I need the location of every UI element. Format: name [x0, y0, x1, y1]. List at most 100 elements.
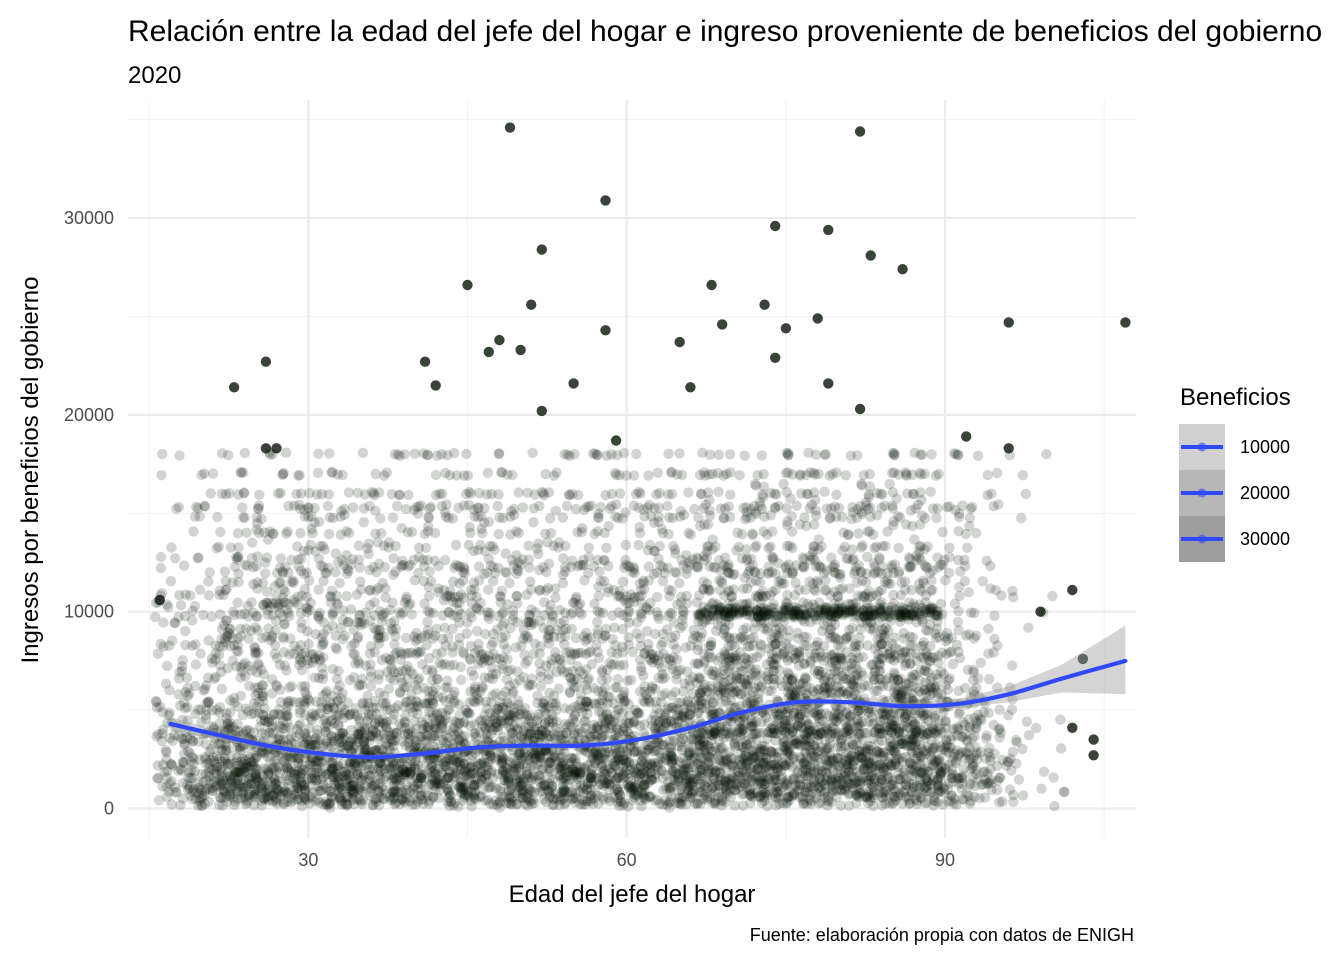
- data-point: [252, 774, 263, 786]
- data-point: [225, 786, 236, 798]
- data-point: [648, 746, 659, 757]
- data-point: [151, 702, 163, 713]
- data-point: [222, 772, 233, 783]
- data-point: [256, 783, 267, 794]
- data-point: [660, 708, 671, 719]
- data-point: [206, 653, 218, 664]
- data-point: [227, 722, 239, 733]
- data-point: [606, 767, 617, 779]
- data-point: [557, 512, 569, 523]
- data-point: [680, 550, 692, 561]
- data-point: [187, 605, 198, 617]
- data-point: [177, 655, 188, 666]
- data-point: [250, 792, 261, 803]
- data-point: [242, 797, 253, 808]
- data-point: [627, 795, 638, 806]
- data-point: [203, 757, 214, 768]
- data-point: [236, 786, 247, 797]
- data-point: [656, 662, 668, 673]
- data-point: [333, 557, 344, 568]
- data-point: [186, 751, 198, 762]
- data-point: [543, 487, 555, 498]
- data-point: [203, 783, 215, 794]
- data-point: [313, 611, 324, 622]
- data-point: [222, 663, 233, 674]
- data-point: [660, 795, 671, 806]
- data-point: [174, 589, 185, 601]
- data-point: [224, 628, 235, 639]
- data-point: [189, 511, 201, 522]
- data-point: [663, 448, 674, 459]
- data-point: [279, 618, 290, 629]
- data-point: [211, 761, 223, 773]
- data-point: [365, 659, 376, 670]
- data-point: [281, 447, 292, 458]
- data-point: [224, 758, 236, 769]
- data-point: [375, 632, 386, 643]
- data-point: [192, 800, 204, 811]
- data-point: [724, 567, 735, 579]
- data-point: [241, 781, 252, 792]
- data-point: [592, 616, 603, 628]
- data-point: [200, 739, 211, 750]
- data-point: [203, 590, 215, 601]
- data-point: [583, 542, 594, 553]
- data-point: [185, 790, 196, 801]
- data-point: [246, 756, 257, 768]
- data-point: [150, 611, 161, 623]
- data-point: [377, 577, 388, 589]
- data-point: [192, 553, 203, 564]
- data-point: [262, 605, 273, 616]
- data-point: [218, 791, 229, 803]
- data-point: [312, 467, 324, 478]
- chart-subtitle: 2020: [128, 62, 181, 89]
- data-point: [246, 778, 257, 789]
- data-point: [246, 552, 258, 564]
- data-point: [198, 685, 209, 696]
- data-point: [500, 566, 511, 578]
- data-point: [236, 771, 247, 782]
- data-point: [262, 751, 273, 762]
- data-point: [324, 448, 335, 459]
- data-point: [155, 551, 167, 563]
- data-point: [196, 784, 207, 795]
- data-point: [479, 568, 490, 580]
- data-point: [229, 757, 241, 769]
- data-point: [661, 653, 672, 664]
- data-point: [240, 798, 251, 810]
- data-point: [239, 755, 251, 766]
- data-point: [190, 659, 202, 670]
- data-point: [214, 707, 225, 718]
- data-point: [233, 576, 244, 588]
- data-point: [208, 756, 220, 767]
- data-point: [691, 798, 703, 809]
- data-point: [239, 763, 251, 774]
- data-point: [219, 633, 230, 644]
- data-point: [212, 751, 223, 762]
- data-point: [209, 758, 221, 769]
- data-point: [553, 683, 564, 694]
- data-point: [618, 659, 629, 671]
- data-point: [242, 706, 254, 717]
- data-point: [300, 681, 311, 692]
- data-point: [437, 488, 448, 500]
- data-point: [542, 633, 553, 644]
- data-point: [295, 528, 306, 539]
- data-point: [227, 788, 238, 800]
- data-point: [573, 489, 584, 501]
- data-point: [251, 784, 262, 796]
- data-point: [177, 778, 189, 789]
- data-point: [289, 789, 300, 801]
- data-point: [341, 526, 352, 537]
- data-point: [258, 770, 269, 781]
- data-point: [249, 647, 260, 658]
- data-point: [756, 450, 767, 461]
- data-point: [180, 625, 191, 637]
- data-point: [240, 703, 252, 714]
- data-point: [534, 750, 545, 761]
- data-point: [235, 609, 246, 620]
- data-point: [733, 716, 745, 728]
- data-point: [713, 604, 724, 615]
- data-point: [201, 680, 212, 691]
- data-point: [190, 680, 201, 692]
